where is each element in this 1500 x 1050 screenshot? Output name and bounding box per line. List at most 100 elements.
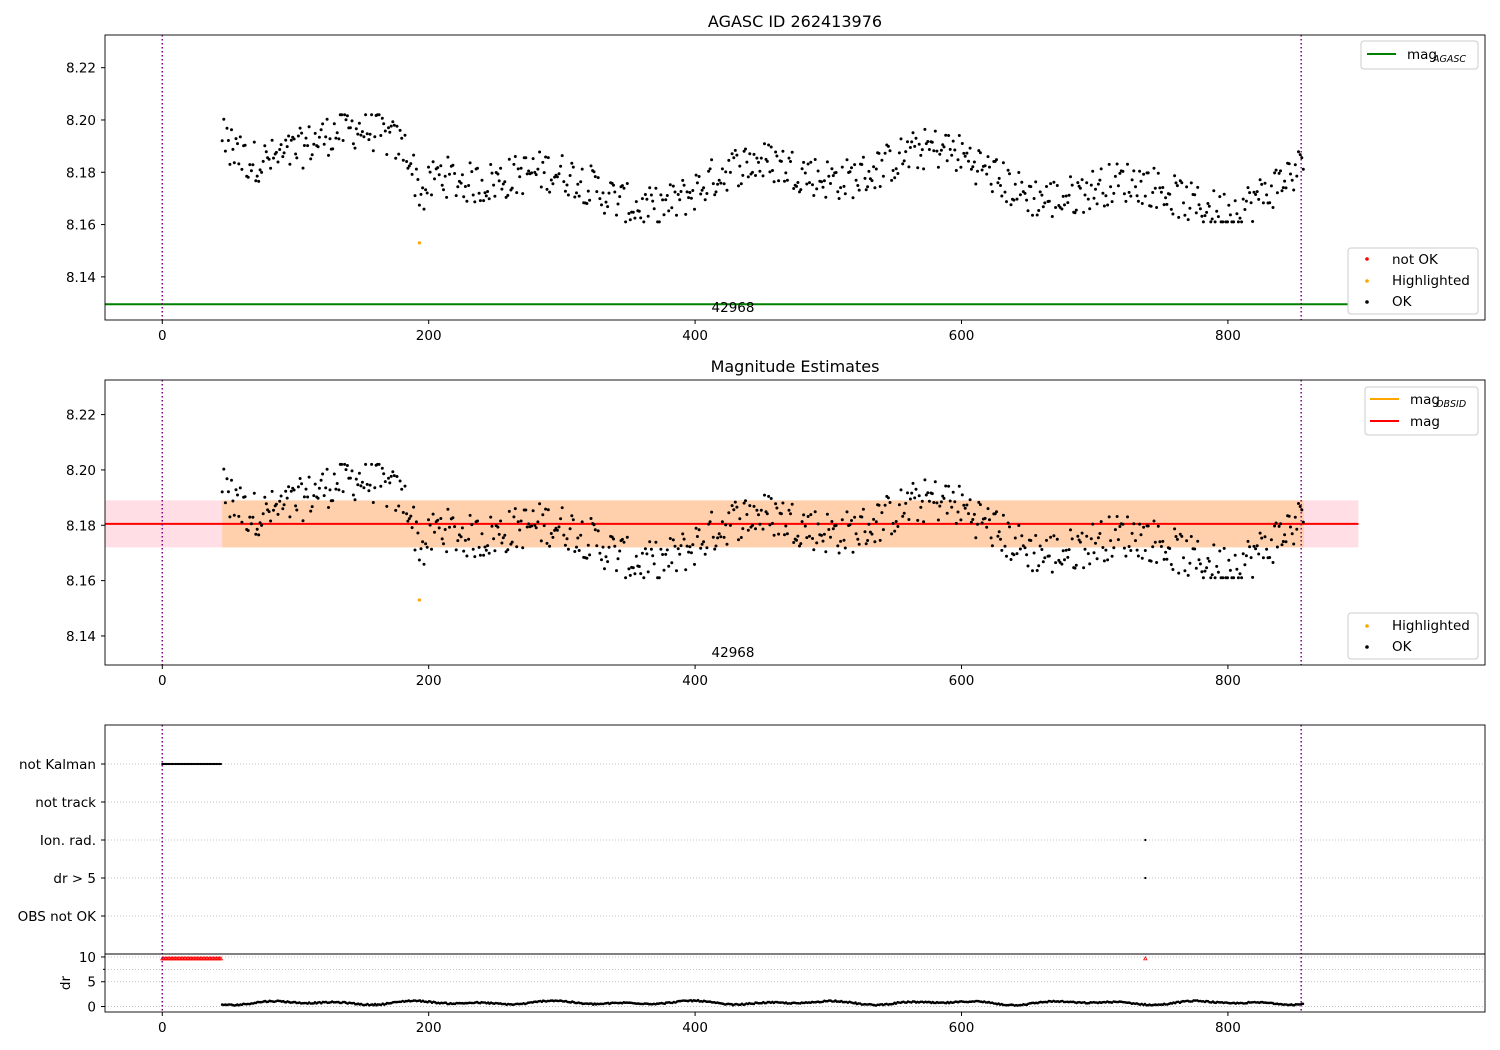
ok-point <box>571 518 575 522</box>
ok-point <box>1076 534 1080 538</box>
ok-point <box>1083 193 1087 197</box>
ok-point <box>1158 186 1162 190</box>
y-tick-label: 8.18 <box>66 165 96 181</box>
ok-point <box>972 160 976 164</box>
ok-point <box>555 175 559 179</box>
ok-point <box>634 200 638 204</box>
ok-point <box>1035 569 1039 572</box>
ok-point <box>1132 169 1136 173</box>
ok-point <box>1274 521 1278 525</box>
ok-point <box>787 156 791 160</box>
ok-point <box>654 186 658 190</box>
ok-point <box>431 512 435 516</box>
ok-point <box>839 539 843 543</box>
ok-point <box>1198 207 1202 211</box>
ok-point <box>1293 515 1297 519</box>
ok-point <box>986 155 990 159</box>
ok-point <box>648 186 652 190</box>
ok-point <box>1169 207 1173 211</box>
dr-y-tick-label: 10 <box>79 950 96 966</box>
ok-point <box>662 568 666 572</box>
ok-point <box>343 113 347 117</box>
ok-point <box>600 558 603 562</box>
ok-point <box>1301 520 1305 524</box>
ok-point <box>996 181 1000 185</box>
ok-point <box>965 503 969 507</box>
ok-point <box>624 576 628 580</box>
ok-point <box>1212 543 1216 547</box>
ok-point <box>538 150 542 154</box>
ok-point <box>284 138 288 142</box>
ok-point <box>1143 194 1147 198</box>
ok-point <box>1121 169 1125 173</box>
ok-point <box>327 153 330 157</box>
ok-point <box>254 532 258 536</box>
ok-point <box>463 538 467 542</box>
ok-point <box>482 553 486 557</box>
ok-point <box>510 540 514 544</box>
ok-point <box>1126 515 1129 519</box>
ok-point <box>1233 553 1237 557</box>
ok-point <box>827 528 831 531</box>
ok-point <box>935 149 939 153</box>
ok-point <box>1254 547 1258 551</box>
ok-point <box>1017 524 1021 527</box>
ok-point <box>255 527 259 531</box>
ok-point <box>316 496 320 500</box>
ok-point <box>1054 206 1058 209</box>
ok-point <box>1275 545 1279 549</box>
ok-point <box>276 160 280 164</box>
ok-point <box>1080 531 1084 535</box>
highlighted-point <box>417 241 421 245</box>
ok-point <box>1080 178 1084 182</box>
ok-point <box>1140 202 1144 205</box>
ok-point <box>468 161 472 165</box>
ok-point <box>1082 210 1086 214</box>
ok-point <box>1271 561 1275 564</box>
ok-point <box>1200 214 1204 218</box>
ok-point <box>1026 209 1030 213</box>
ok-point <box>967 159 970 163</box>
ok-point <box>335 482 339 485</box>
ok-point <box>503 533 507 537</box>
ok-point <box>414 167 418 171</box>
ok-point <box>477 191 481 195</box>
y-tick-label: 8.14 <box>66 629 96 645</box>
ok-point <box>496 172 500 176</box>
ok-point <box>1161 539 1165 543</box>
ok-point <box>790 150 794 154</box>
ok-point <box>1209 220 1213 224</box>
ok-point <box>433 530 436 534</box>
ok-point <box>926 140 930 143</box>
ok-point <box>883 151 887 155</box>
ok-point <box>842 538 846 542</box>
ok-point <box>240 520 244 524</box>
ok-point <box>519 166 523 170</box>
ok-point <box>809 513 813 517</box>
ok-point <box>1037 564 1041 568</box>
ok-point <box>272 508 275 512</box>
ok-point <box>1175 537 1179 541</box>
ok-point <box>246 175 250 179</box>
ok-point <box>1104 194 1108 198</box>
ok-point <box>924 142 928 146</box>
ok-point <box>1287 162 1291 166</box>
ok-point <box>866 185 870 189</box>
ok-point <box>816 522 820 526</box>
ok-point <box>515 191 519 195</box>
ok-point <box>304 487 308 491</box>
ok-point <box>1061 549 1065 553</box>
ok-point <box>805 536 809 540</box>
dr-point <box>1301 1002 1305 1006</box>
ok-point <box>737 184 740 188</box>
ok-point <box>1135 548 1139 552</box>
ok-point <box>503 180 507 184</box>
ok-point <box>633 216 637 220</box>
ok-point <box>516 167 520 171</box>
ok-point <box>1180 534 1184 538</box>
ok-point <box>622 186 626 190</box>
ok-point <box>824 195 828 199</box>
ok-point <box>317 486 321 490</box>
ok-point <box>343 462 347 466</box>
ok-point <box>1069 528 1072 532</box>
